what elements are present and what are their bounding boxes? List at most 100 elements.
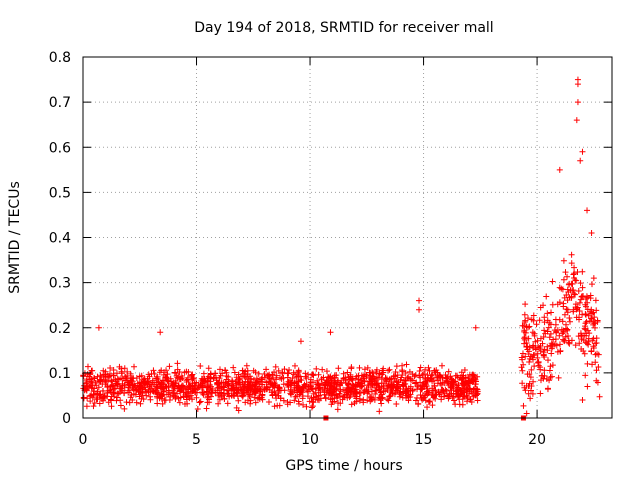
- data-point: [519, 350, 526, 357]
- data-point: [528, 366, 535, 373]
- data-point: [336, 390, 343, 397]
- data-point: [548, 350, 555, 357]
- data-point: [291, 384, 298, 391]
- data-point: [83, 403, 90, 410]
- data-point: [329, 375, 336, 382]
- data-point: [289, 379, 296, 386]
- data-point: [596, 393, 603, 400]
- data-point: [136, 373, 143, 380]
- data-point: [594, 350, 601, 357]
- data-point: [321, 391, 328, 398]
- x-tick-label: 0: [79, 432, 88, 448]
- data-point: [527, 395, 534, 402]
- data-point: [310, 372, 317, 379]
- data-point: [164, 377, 171, 384]
- data-point: [291, 362, 298, 369]
- data-point: [427, 376, 434, 383]
- data-point: [432, 387, 439, 394]
- data-point: [256, 383, 263, 390]
- data-point: [576, 299, 583, 306]
- data-point: [396, 390, 403, 397]
- data-point: [577, 157, 584, 164]
- data-point: [272, 381, 279, 388]
- data-point: [243, 362, 250, 369]
- data-point: [570, 271, 577, 278]
- data-point: [178, 373, 185, 380]
- data-point: [582, 372, 589, 379]
- data-point: [547, 321, 554, 328]
- data-point: [347, 375, 354, 382]
- data-point: [556, 341, 563, 348]
- data-point: [429, 402, 436, 409]
- data-point: [548, 340, 555, 347]
- data-point: [114, 390, 121, 397]
- data-point: [455, 391, 462, 398]
- data-point: [590, 275, 597, 282]
- data-point: [122, 373, 129, 380]
- data-point: [285, 384, 292, 391]
- data-point: [297, 338, 304, 345]
- data-point: [572, 342, 579, 349]
- y-tick-label: 0.5: [49, 185, 71, 201]
- data-point: [212, 389, 219, 396]
- data-point: [531, 363, 538, 370]
- data-point: [396, 383, 403, 390]
- data-point: [574, 81, 581, 88]
- data-point: [584, 383, 591, 390]
- data-point: [458, 369, 465, 376]
- data-point: [222, 367, 229, 374]
- data-point: [577, 296, 584, 303]
- data-point: [203, 405, 210, 412]
- data-point: [537, 343, 544, 350]
- data-point: [96, 376, 103, 383]
- data-point: [522, 301, 529, 308]
- data-point: [93, 396, 100, 403]
- data-point: [474, 373, 481, 380]
- data-point: [364, 364, 371, 371]
- data-point: [432, 392, 439, 399]
- data-point: [525, 390, 532, 397]
- data-point: [378, 376, 385, 383]
- data-point: [375, 380, 382, 387]
- data-point: [361, 366, 368, 373]
- data-point: [393, 363, 400, 370]
- data-point: [135, 388, 142, 395]
- data-point: [525, 383, 532, 390]
- data-point: [177, 376, 184, 383]
- data-point: [449, 394, 456, 401]
- data-point: [224, 387, 231, 394]
- data-point: [309, 371, 316, 378]
- data-point: [399, 362, 406, 369]
- data-point: [523, 410, 530, 417]
- data-point: [376, 370, 383, 377]
- data-point: [340, 370, 347, 377]
- data-point: [273, 376, 280, 383]
- data-point: [189, 380, 196, 387]
- data-point: [532, 346, 539, 353]
- data-point: [221, 395, 228, 402]
- data-point: [534, 350, 541, 357]
- data-point: [206, 382, 213, 389]
- data-point: [110, 366, 117, 373]
- data-point: [83, 380, 90, 387]
- data-point: [169, 380, 176, 387]
- data-point: [571, 270, 578, 277]
- data-point: [568, 280, 575, 287]
- data-point: [397, 389, 404, 396]
- data-point: [592, 359, 599, 366]
- data-point: [521, 334, 528, 341]
- data-point: [424, 372, 431, 379]
- data-point: [176, 399, 183, 406]
- data-point: [547, 330, 554, 337]
- data-point: [246, 382, 253, 389]
- data-point: [98, 395, 105, 402]
- data-point: [207, 374, 214, 381]
- data-point: [117, 375, 124, 382]
- data-point: [110, 383, 117, 390]
- data-point: [520, 361, 527, 368]
- data-point: [284, 401, 291, 408]
- y-tick-label: 0: [62, 411, 71, 427]
- data-point: [100, 367, 107, 374]
- data-point: [552, 336, 559, 343]
- data-point: [568, 260, 575, 267]
